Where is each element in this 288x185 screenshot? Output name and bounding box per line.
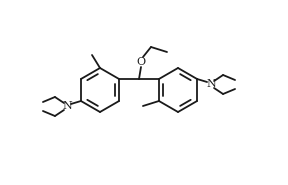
Text: N: N: [62, 101, 72, 111]
Text: O: O: [137, 57, 145, 67]
Text: N: N: [206, 79, 216, 89]
